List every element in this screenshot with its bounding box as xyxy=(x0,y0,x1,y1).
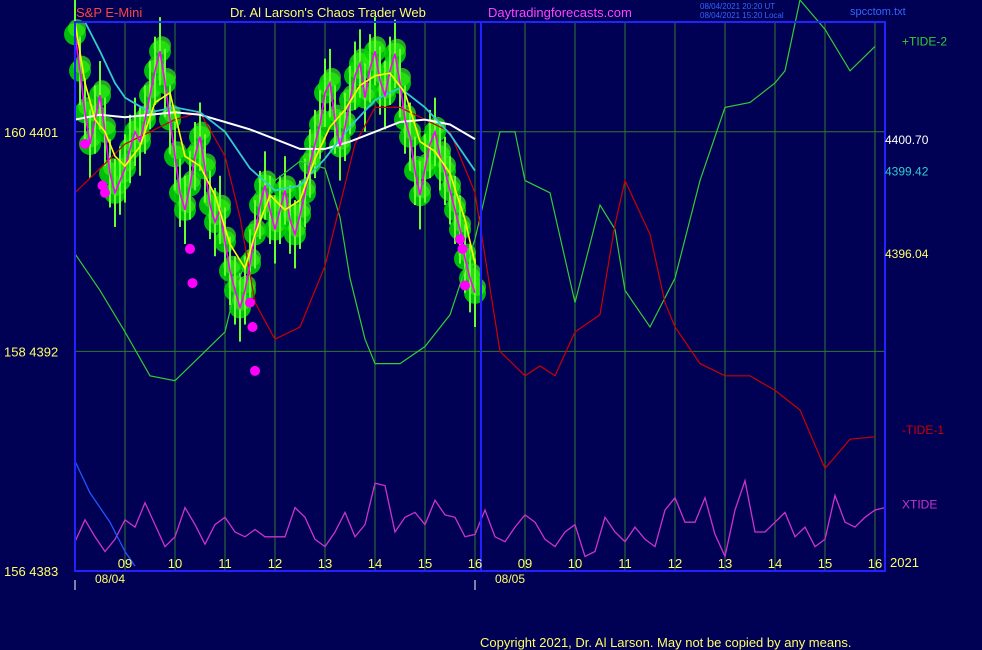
price-marker xyxy=(250,365,260,376)
price-markers xyxy=(80,139,470,376)
x-hour-label: 09 xyxy=(118,556,132,571)
x-hour-label: 09 xyxy=(518,556,532,571)
band-circle xyxy=(158,68,176,86)
price-marker xyxy=(187,278,198,289)
band-circle xyxy=(323,68,341,86)
band-circle xyxy=(213,194,231,213)
band-circle xyxy=(193,121,211,140)
x-hour-label: 10 xyxy=(568,556,582,571)
slow-ma-line xyxy=(74,111,476,150)
x-hour-label: 14 xyxy=(768,556,782,571)
tide-plus-line xyxy=(74,0,876,382)
series-label: +TIDE-2 xyxy=(902,34,947,48)
band-circle xyxy=(388,38,406,57)
fast-ma-line xyxy=(74,21,476,271)
price-marker xyxy=(460,280,470,291)
price-level-label: 4399.42 xyxy=(885,164,929,178)
timestamp-ut: 08/04/2021 20:20 UT xyxy=(700,2,775,11)
price-line xyxy=(74,34,476,311)
blue-curve-line xyxy=(74,460,136,567)
tide-minus-line xyxy=(74,106,876,470)
year-label: 2021 xyxy=(890,555,919,570)
price-marker xyxy=(245,297,255,308)
band-circle xyxy=(438,155,456,174)
x-hour-label: 14 xyxy=(368,556,382,571)
x-hour-label: 13 xyxy=(718,556,732,571)
x-hour-label: 15 xyxy=(818,556,832,571)
site-link[interactable]: Daytradingforecasts.com xyxy=(488,5,632,20)
band-circle xyxy=(258,170,276,189)
data-filename: spcctom.txt xyxy=(850,6,906,18)
band-circle xyxy=(153,36,171,55)
y-tick-label: 158 4392 xyxy=(4,344,58,359)
copyright-text: Copyright 2021, Dr. Al Larson. May not b… xyxy=(480,635,851,650)
x-hour-label: 16 xyxy=(868,556,882,571)
band-circle xyxy=(168,141,186,160)
x-hour-label: 12 xyxy=(268,556,282,571)
timestamp-local: 08/04/2021 15:20 Local xyxy=(700,11,784,20)
band-circle xyxy=(368,36,386,55)
series-label: XTIDE xyxy=(902,498,937,512)
x-date-label: 08/04 xyxy=(95,572,125,586)
series-label: -TIDE-1 xyxy=(902,423,944,437)
price-level-label: 4400.70 xyxy=(885,133,929,147)
x-hour-label: 10 xyxy=(168,556,182,571)
x-hour-label: 15 xyxy=(418,556,432,571)
x-hour-label: 13 xyxy=(318,556,332,571)
x-date-label: 08/05 xyxy=(495,572,525,586)
axis-labels: 160 4401 158 4392 156 4383 09 10 11 12 13 14 15 16… xyxy=(4,34,947,590)
price-marker xyxy=(80,139,90,149)
price-level-label: 4396.04 xyxy=(885,247,929,261)
band-circle xyxy=(198,153,216,172)
price-marker xyxy=(185,243,195,254)
band-circle xyxy=(93,80,111,99)
price-marker xyxy=(100,187,110,198)
chart-title: Dr. Al Larson's Chaos Trader Web xyxy=(230,5,426,20)
x-hour-label: 16 xyxy=(468,556,482,571)
price-marker xyxy=(455,234,465,245)
x-hour-label: 11 xyxy=(218,556,232,571)
y-tick-label: 160 4401 xyxy=(4,125,58,140)
x-hour-label: 12 xyxy=(668,556,682,571)
price-marker xyxy=(457,243,468,254)
band-circle xyxy=(68,19,86,38)
y-tick-label: 156 4383 xyxy=(4,564,58,579)
x-hour-label: 11 xyxy=(618,556,632,571)
symbol-label: S&P E-Mini xyxy=(76,5,142,20)
price-marker xyxy=(247,322,258,332)
band-circle xyxy=(98,116,116,135)
